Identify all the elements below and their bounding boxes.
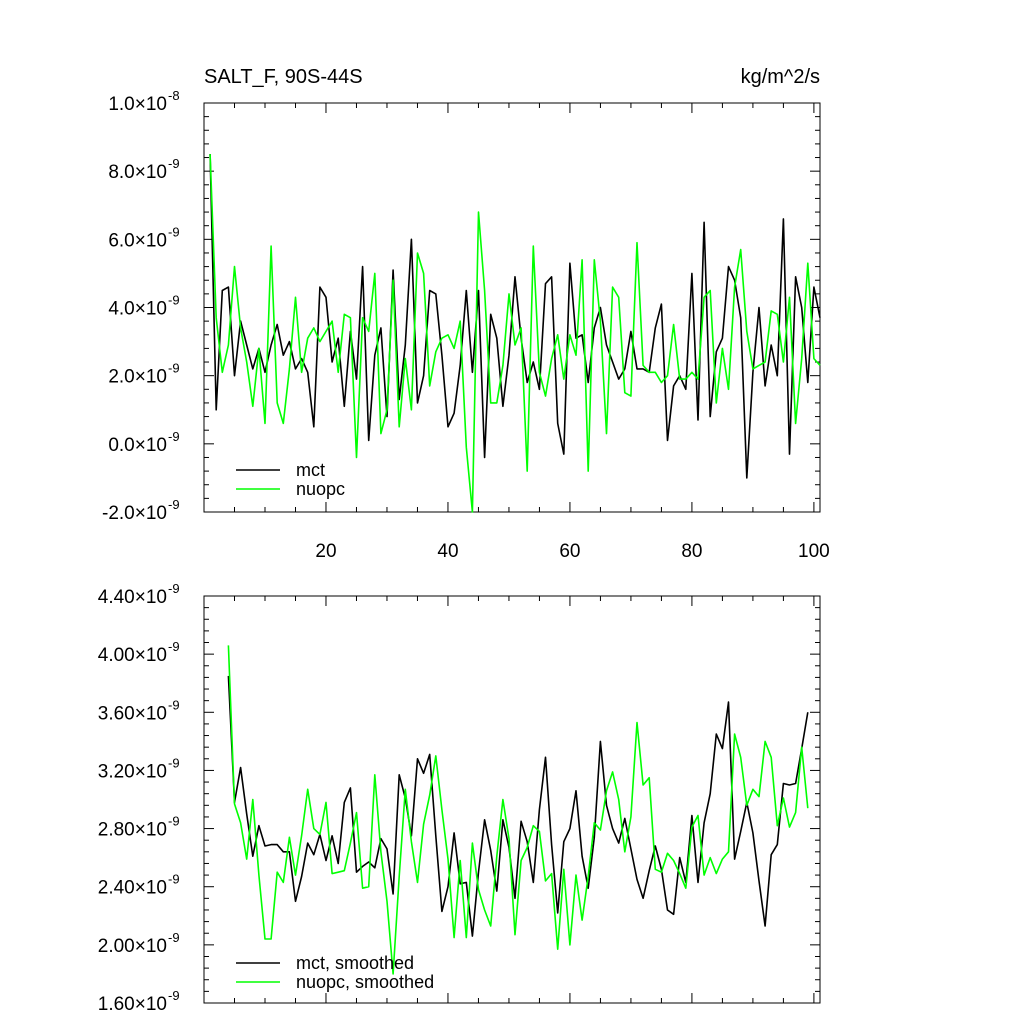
y-tick-label: 2.00×10 bbox=[98, 936, 167, 957]
y-tick-label: -2.0×10 bbox=[102, 503, 167, 524]
legend-label: mct bbox=[296, 460, 325, 480]
top-panel: SALT_F, 90S-44S kg/m^2/s -2.0×10 -90.0×10… bbox=[102, 66, 830, 562]
y-tick-exponent: -9 bbox=[168, 639, 180, 654]
y-tick-exponent: -9 bbox=[168, 755, 180, 770]
y-tick-exponent: -8 bbox=[168, 88, 180, 103]
y-tick-exponent: -9 bbox=[168, 293, 180, 308]
y-tick-label: 1.60×10 bbox=[98, 994, 167, 1015]
x-tick-label: 20 bbox=[315, 541, 336, 562]
series-line-0 bbox=[209, 154, 821, 479]
bottom-panel: 1.60×10 -92.00×10 -92.40×10 -92.80×10 -93.20… bbox=[98, 581, 821, 1015]
legend-label: nuopc, smoothed bbox=[296, 972, 434, 992]
series-line-0 bbox=[227, 675, 809, 937]
y-tick-label: 4.40×10 bbox=[98, 587, 167, 608]
legend-label: mct, smoothed bbox=[296, 953, 414, 973]
y-tick-label: 6.0×10 bbox=[108, 230, 167, 251]
x-tick-label: 100 bbox=[798, 541, 830, 562]
y-tick-exponent: -9 bbox=[168, 361, 180, 376]
y-tick-exponent: -9 bbox=[168, 224, 180, 239]
x-tick-label: 40 bbox=[437, 541, 458, 562]
y-tick-label: 3.20×10 bbox=[98, 761, 167, 782]
series-line-1 bbox=[209, 154, 821, 513]
y-tick-label: 2.0×10 bbox=[108, 367, 167, 388]
units-label: kg/m^2/s bbox=[741, 66, 820, 88]
y-tick-label: 2.40×10 bbox=[98, 878, 167, 899]
y-tick-exponent: -9 bbox=[168, 156, 180, 171]
y-tick-exponent: -9 bbox=[168, 497, 180, 512]
y-tick-label: 4.0×10 bbox=[108, 299, 167, 320]
y-tick-label: 8.0×10 bbox=[108, 162, 167, 183]
y-tick-exponent: -9 bbox=[168, 697, 180, 712]
y-tick-exponent: -9 bbox=[168, 872, 180, 887]
y-tick-exponent: -9 bbox=[168, 429, 180, 444]
y-tick-label: 3.60×10 bbox=[98, 703, 167, 724]
panel-title: SALT_F, 90S-44S bbox=[204, 66, 363, 88]
y-tick-exponent: -9 bbox=[168, 930, 180, 945]
plot-frame bbox=[203, 595, 821, 1004]
y-tick-exponent: -9 bbox=[168, 988, 180, 1003]
y-tick-label: 1.0×10 bbox=[108, 94, 167, 115]
x-tick-label: 60 bbox=[559, 541, 580, 562]
x-tick-label: 80 bbox=[681, 541, 702, 562]
y-tick-label: 0.0×10 bbox=[108, 435, 167, 456]
series-line-1 bbox=[227, 645, 809, 975]
legend-label: nuopc bbox=[296, 479, 345, 499]
y-tick-exponent: -9 bbox=[168, 581, 180, 596]
y-tick-exponent: -9 bbox=[168, 814, 180, 829]
y-tick-label: 2.80×10 bbox=[98, 820, 167, 841]
y-tick-label: 4.00×10 bbox=[98, 645, 167, 666]
